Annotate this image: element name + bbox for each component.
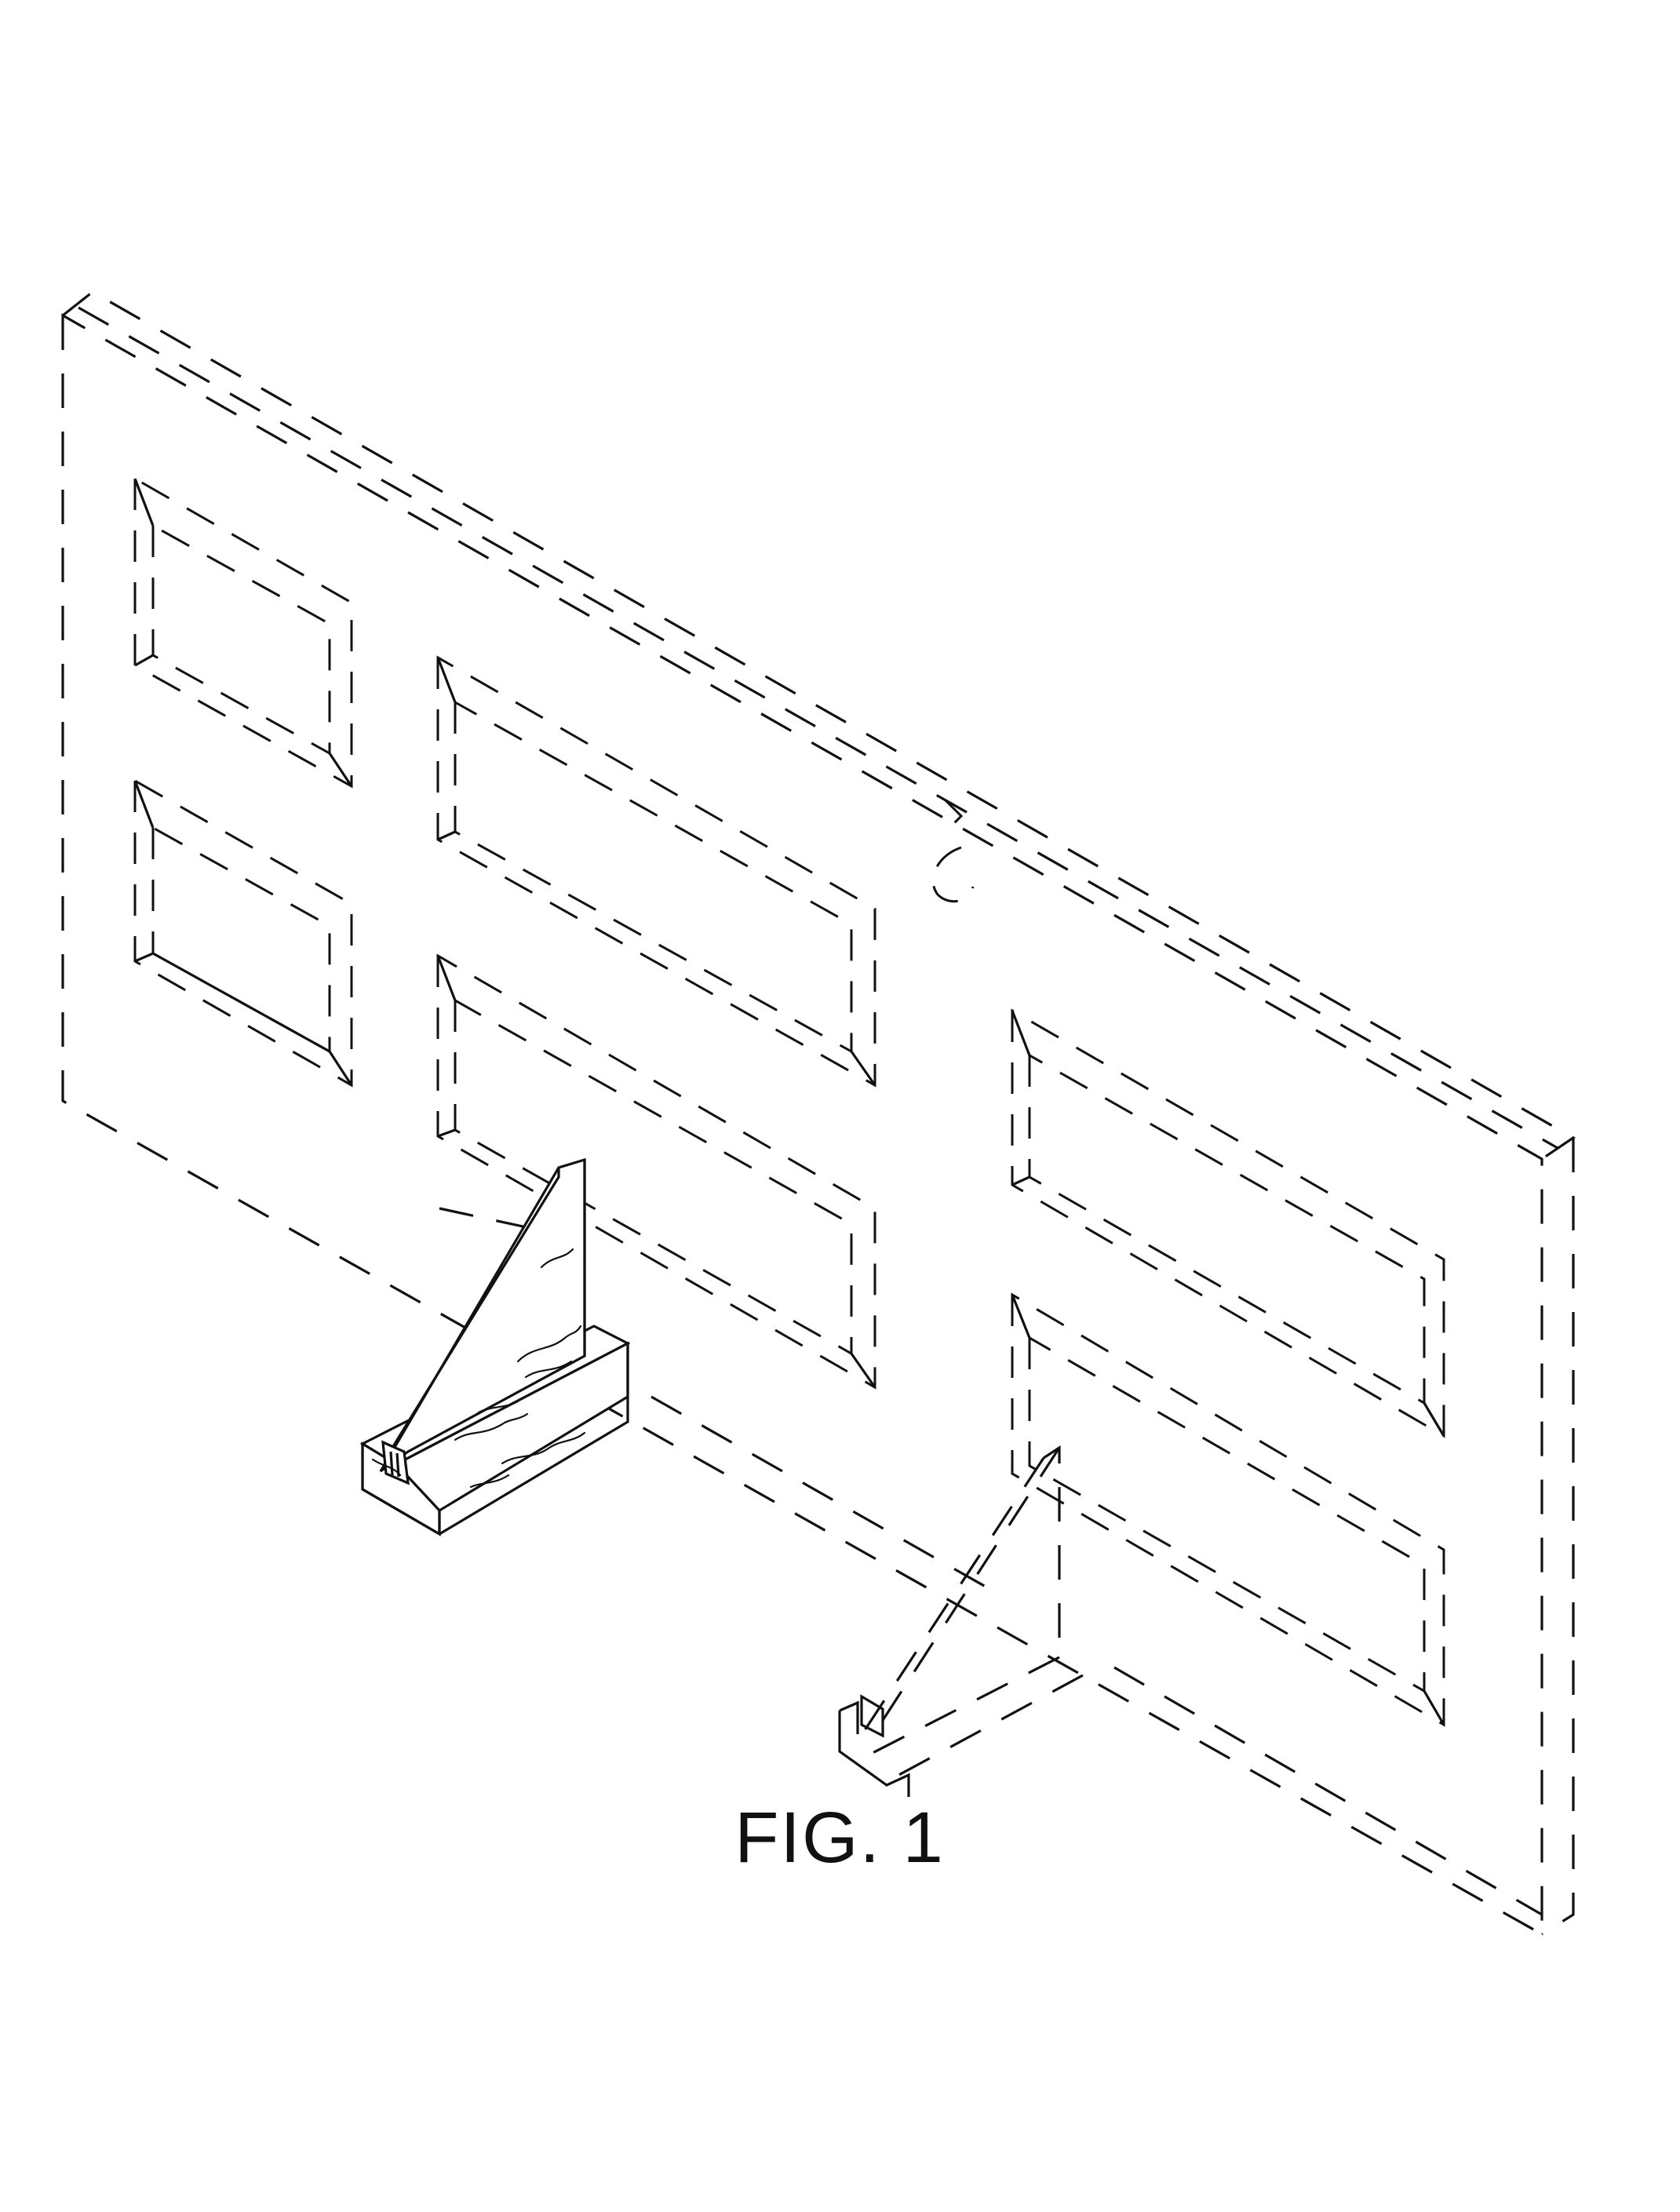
door-panel [63, 292, 1573, 1934]
recessed-panels [135, 479, 1444, 1725]
knob-rosette [933, 847, 973, 902]
panel-left-top [135, 479, 352, 786]
panel-right-top [1012, 1011, 1444, 1436]
door-front-face [63, 315, 1542, 1934]
door-top-bevel [78, 308, 1558, 1148]
panel-left-bottom [135, 781, 352, 1085]
figure-caption: FIG. 1 [683, 1797, 997, 1879]
panel-right-bottom [1012, 1295, 1444, 1725]
door-right-edge [1542, 1138, 1573, 1934]
stand-claimed [363, 1160, 628, 1534]
